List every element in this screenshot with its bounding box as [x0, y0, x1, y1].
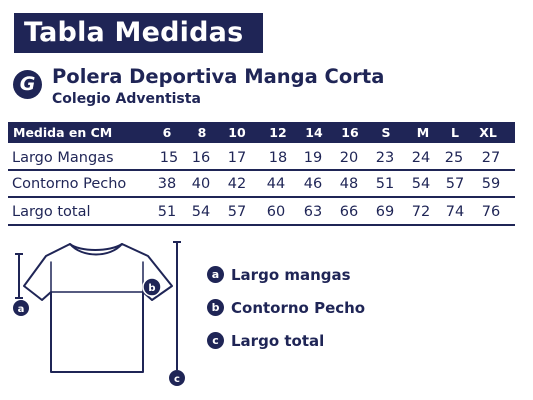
table-header-label: Medida en CM: [13, 125, 113, 140]
table-cell: 17: [227, 150, 247, 166]
table-cell: 20: [339, 150, 359, 166]
table-cell: 54: [191, 204, 211, 220]
size-header: 12: [269, 125, 287, 140]
table-cell: 59: [481, 176, 501, 192]
legend-badge-b: b: [207, 299, 224, 316]
table-header-bar: [8, 122, 515, 143]
table-cell: 76: [481, 204, 501, 220]
table-cell: 74: [445, 204, 465, 220]
brand-logo-icon: G: [13, 70, 42, 99]
row-label-largo-mangas: Largo Mangas: [12, 150, 114, 166]
diagram-badge-b: b: [142, 277, 162, 297]
table-cell: 51: [157, 204, 177, 220]
size-header: M: [416, 125, 430, 140]
table-cell: 15: [159, 150, 179, 166]
size-header: S: [381, 125, 391, 140]
table-cell: 18: [268, 150, 288, 166]
size-header: 8: [197, 125, 207, 140]
table-cell: 69: [375, 204, 395, 220]
legend-text-a: Largo mangas: [231, 266, 351, 284]
table-cell: 57: [445, 176, 465, 192]
size-header: L: [451, 125, 459, 140]
size-header: 14: [305, 125, 323, 140]
legend-text-c: Largo total: [231, 332, 325, 350]
table-cell: 48: [339, 176, 359, 192]
badge-c-letter: c: [174, 374, 180, 385]
measure-line-a: [15, 253, 23, 299]
legend-badge-c: c: [207, 332, 224, 349]
legend-text-b: Contorno Pecho: [231, 299, 366, 317]
table-cell: 44: [266, 176, 286, 192]
table-cell: 40: [191, 176, 211, 192]
size-header: XL: [479, 125, 497, 140]
table-cell: 60: [266, 204, 286, 220]
row-label-contorno-pecho: Contorno Pecho: [12, 176, 127, 192]
diagram-badge-a: a: [13, 300, 29, 316]
logo-letter: G: [19, 73, 36, 95]
row-divider: [8, 169, 515, 171]
table-cell: 16: [191, 150, 211, 166]
title-banner: Tabla Medidas: [14, 13, 263, 53]
measure-line-c: [173, 241, 181, 370]
row-label-largo-total: Largo total: [12, 204, 91, 220]
size-header: 6: [162, 125, 172, 140]
table-cell: 72: [411, 204, 431, 220]
diagram-badge-c: c: [169, 370, 185, 386]
table-cell: 19: [303, 150, 323, 166]
table-cell: 25: [444, 150, 464, 166]
table-cell: 57: [227, 204, 247, 220]
legend-badge-a: a: [207, 266, 224, 283]
table-cell: 24: [411, 150, 431, 166]
table-cell: 54: [411, 176, 431, 192]
table-cell: 63: [303, 204, 323, 220]
school-name: Colegio Adventista: [52, 91, 201, 107]
table-cell: 66: [339, 204, 359, 220]
size-header: 10: [228, 125, 246, 140]
tshirt-outline-icon: [23, 243, 173, 373]
product-title: Polera Deportiva Manga Corta: [52, 65, 385, 88]
table-cell: 42: [227, 176, 247, 192]
row-divider: [8, 196, 515, 198]
page-title: Tabla Medidas: [24, 17, 244, 48]
row-divider: [8, 224, 515, 226]
badge-a-letter: a: [18, 304, 25, 315]
table-cell: 46: [303, 176, 323, 192]
table-cell: 23: [375, 150, 395, 166]
table-cell: 51: [375, 176, 395, 192]
badge-b-letter: b: [148, 283, 155, 294]
table-cell: 27: [481, 150, 501, 166]
table-cell: 38: [157, 176, 177, 192]
size-header: 16: [341, 125, 359, 140]
